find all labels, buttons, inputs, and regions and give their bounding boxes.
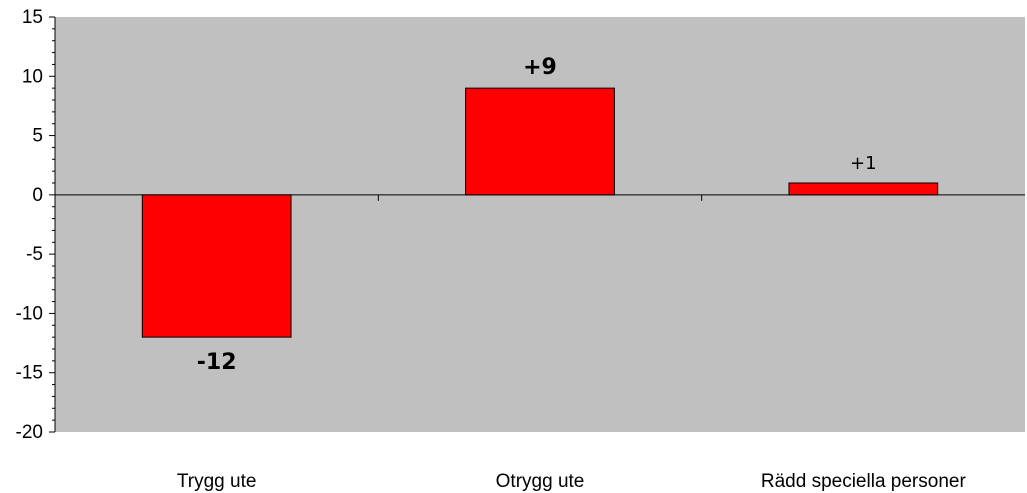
y-tick-label: 15 <box>22 7 43 28</box>
bar <box>788 182 939 196</box>
data-label: +9 <box>523 55 557 80</box>
y-tick-label: -10 <box>16 303 43 324</box>
x-category-label: Trygg ute <box>177 471 257 492</box>
x-category-label: Rädd speciella personer <box>761 471 967 492</box>
y-tick-label: -15 <box>16 363 43 384</box>
bar <box>465 87 615 196</box>
data-label: -12 <box>197 350 237 375</box>
data-label: +1 <box>850 153 877 174</box>
x-category-label: Otrygg ute <box>496 471 585 492</box>
y-tick-label: 0 <box>32 185 43 206</box>
y-tick-label: -20 <box>16 422 43 443</box>
y-tick-label: 5 <box>32 126 43 147</box>
bar <box>141 194 292 338</box>
y-tick-label: 10 <box>22 66 43 87</box>
y-tick-label: -5 <box>26 244 43 265</box>
